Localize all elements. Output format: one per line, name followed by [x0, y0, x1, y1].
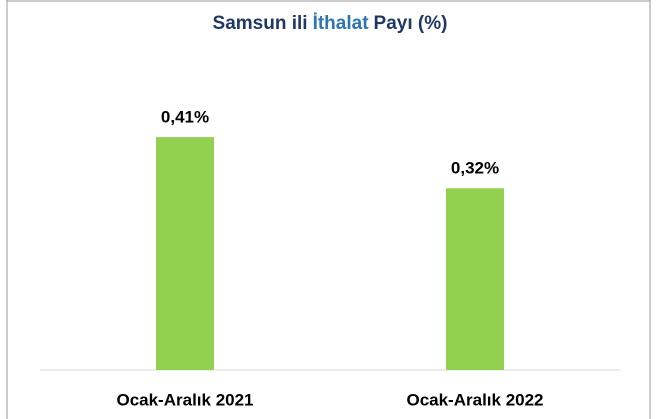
chart-title: Samsun ili İthalat Payı (%)	[213, 13, 448, 34]
x-tick-label: Ocak-Aralık 2021	[116, 390, 253, 409]
title-part: Payı (%)	[374, 13, 448, 34]
x-tick-label: Ocak-Aralık 2022	[406, 390, 543, 409]
bar	[446, 188, 504, 370]
bar	[156, 137, 214, 370]
title-part: İthalat	[313, 13, 370, 34]
title-part: Samsun ili	[213, 13, 308, 34]
data-label: 0,41%	[161, 108, 209, 127]
data-label: 0,32%	[451, 159, 499, 178]
